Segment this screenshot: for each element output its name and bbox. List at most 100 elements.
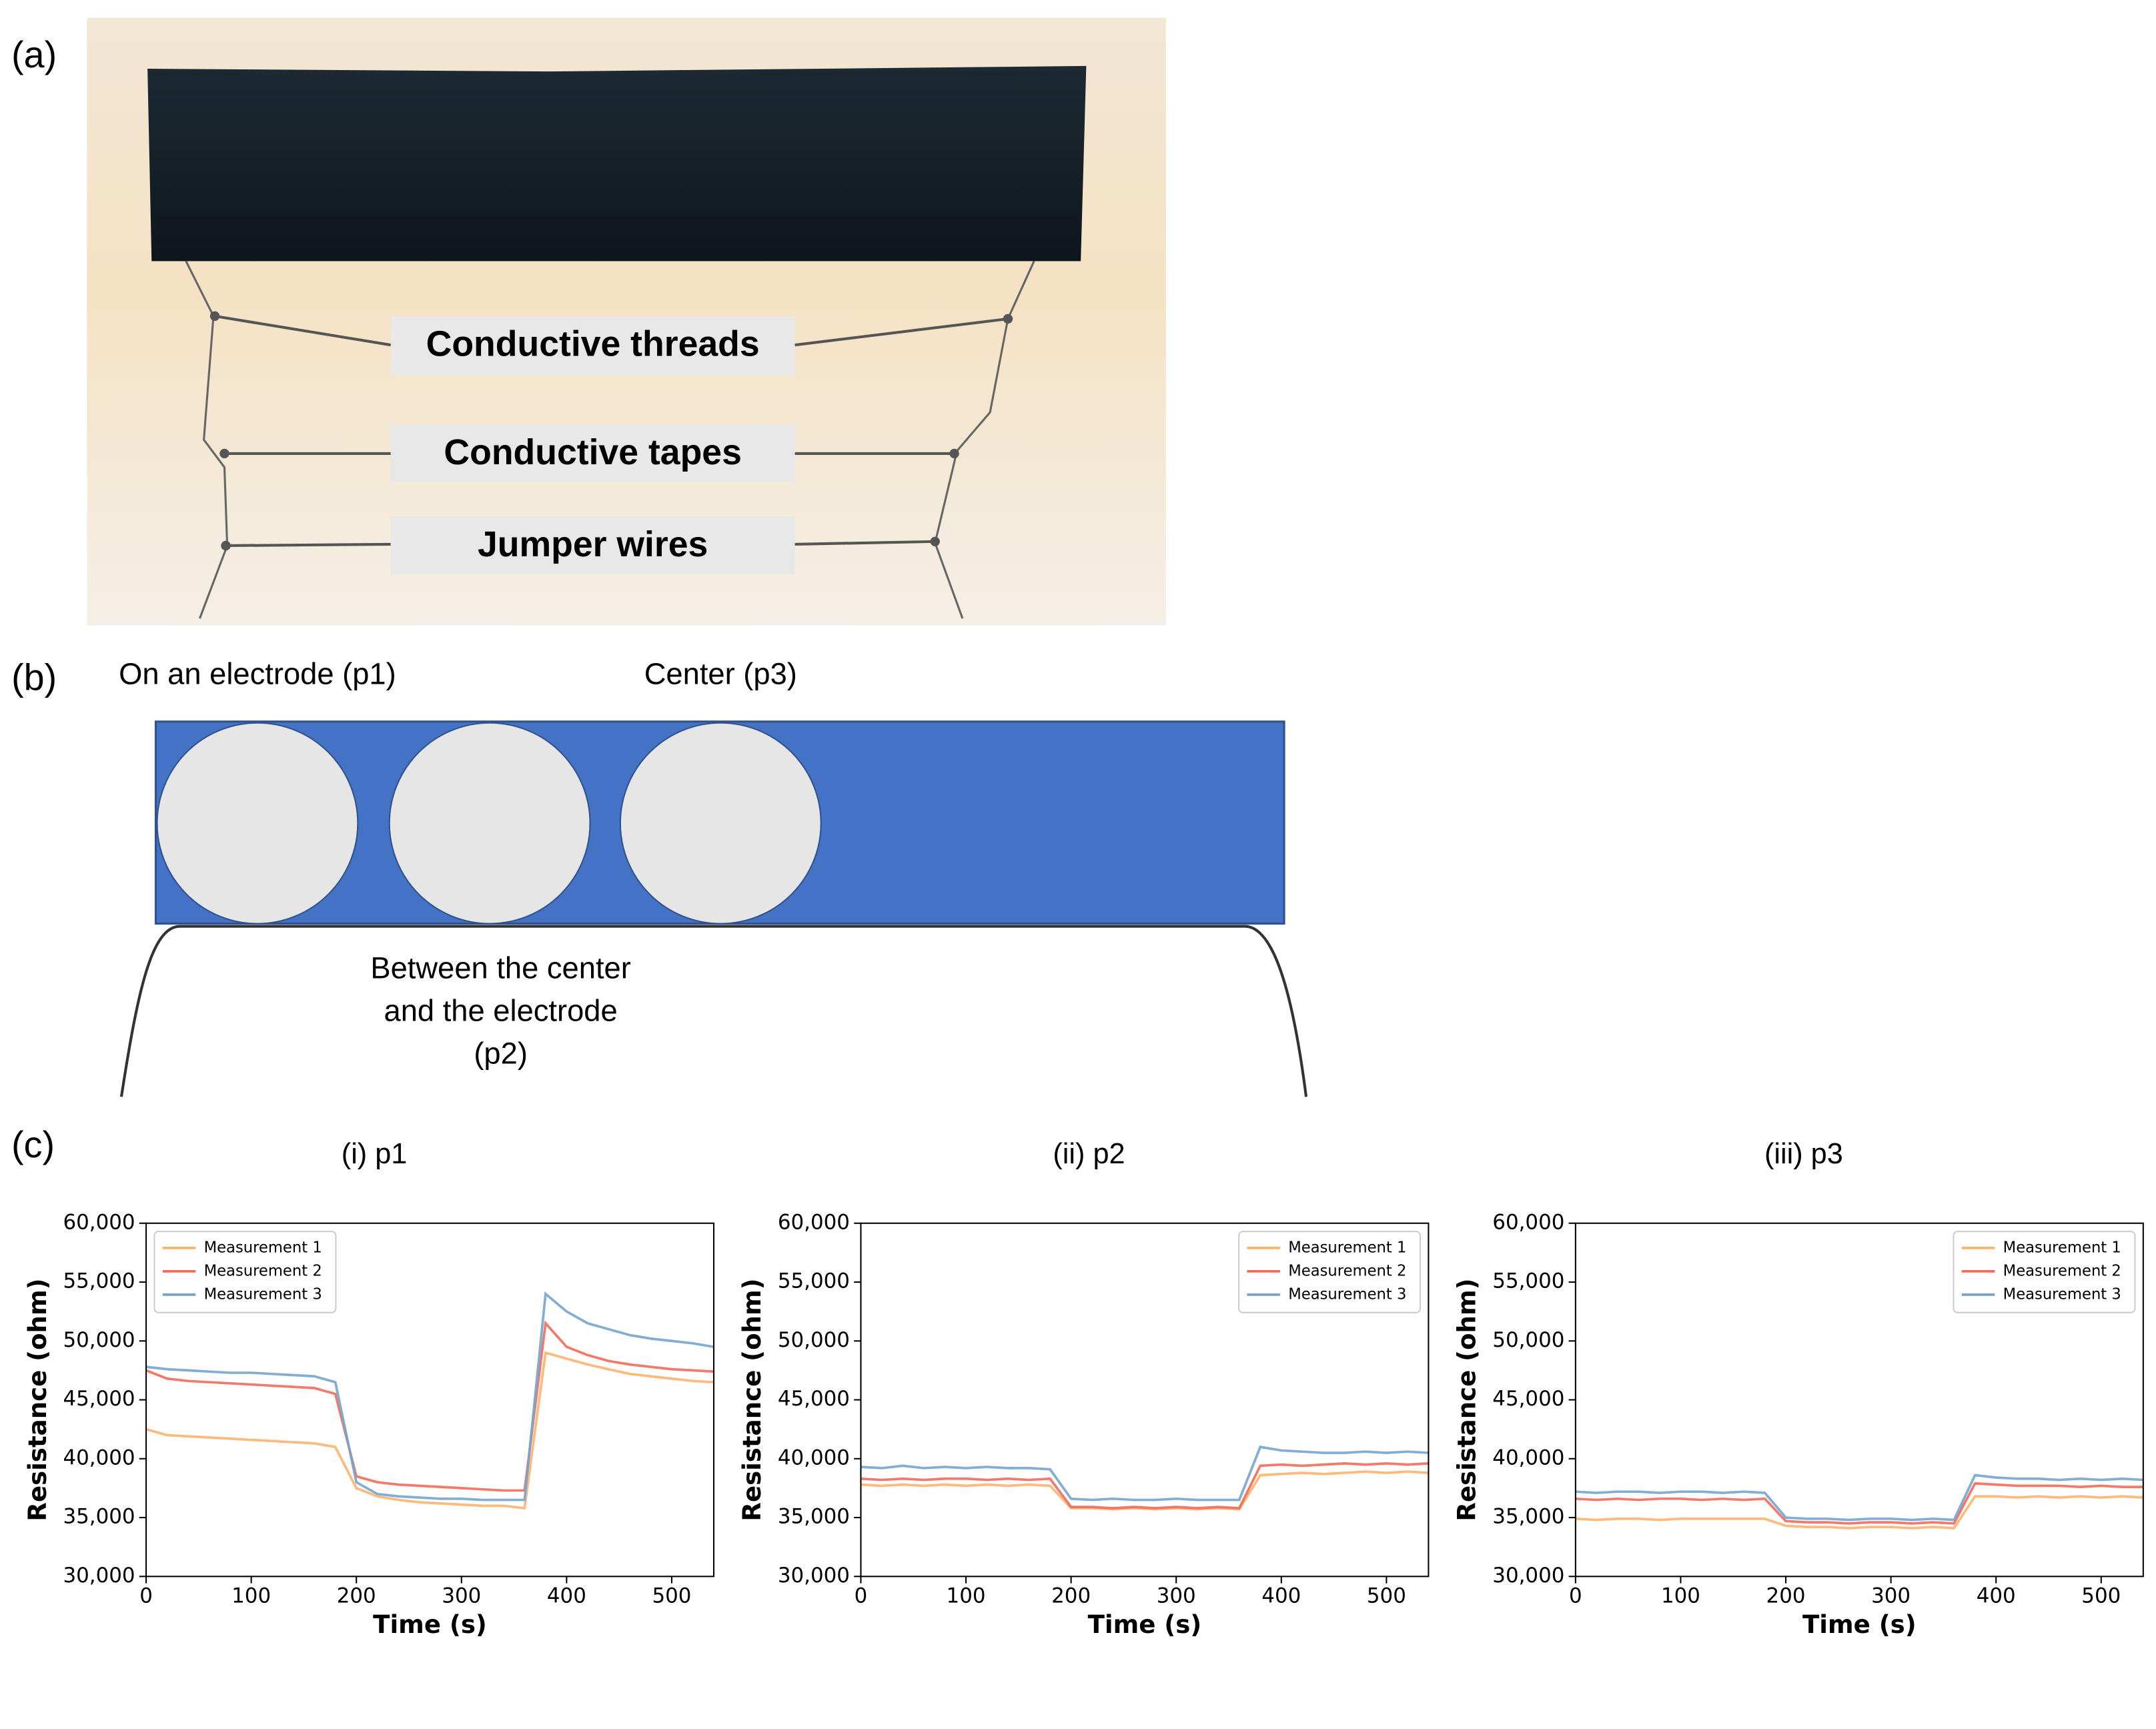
legend-box [1238,1231,1422,1313]
y-tick-label: 50,000 [778,1328,850,1352]
y-tick-label: 35,000 [1492,1505,1564,1529]
photo-label: Conductive tapes [444,433,741,472]
chart: (iii) p3 30,000 35,000 40,000 45,000 50,000 55… [1453,1138,2144,1639]
y-tick-label: 40,000 [1492,1446,1564,1470]
chart-title: (ii) p2 [1053,1138,1125,1170]
y-axis-label: Resistance (ohm) [23,1278,52,1521]
legend-label: Measurement 1 [204,1239,322,1256]
y-tick-label: 60,000 [1492,1210,1564,1234]
x-tick-label: 400 [547,1584,586,1608]
plot-area [1575,1474,2143,1530]
diagram-label: (p2) [474,1036,528,1070]
label-box [390,316,795,376]
label-box [390,424,795,483]
label-box [390,516,795,575]
series-line [861,1446,1429,1502]
photo-label: Conductive threads [426,324,760,364]
y-tick-label: 30,000 [63,1564,135,1588]
chart: (i) p1 30,000 35,000 40,000 45,000 50,000 55,0… [23,1138,715,1639]
series-line [1575,1495,2143,1530]
series-line [146,1320,714,1492]
y-tick-label: 60,000 [778,1210,850,1234]
x-tick-label: 0 [855,1584,868,1608]
x-tick-label: 100 [231,1584,271,1608]
leaders [214,314,1009,548]
series-line [146,1351,714,1510]
y-tick-label: 45,000 [778,1387,850,1411]
y-tick-label: 45,000 [63,1387,135,1411]
x-tick-label: 500 [1367,1584,1406,1608]
threads [185,260,1035,619]
series-line [1575,1474,2143,1522]
y-tick-label: 55,000 [778,1269,850,1293]
y-tick-label: 35,000 [63,1505,135,1529]
legend-label: Measurement 2 [204,1262,322,1279]
legend: Measurement 1 Measurement 2 Measurement 3 [1238,1231,1422,1313]
diagram-label: and the electrode [384,993,618,1027]
legend-label: Measurement 1 [2003,1239,2121,1256]
y-axis-label: Resistance (ohm) [738,1278,766,1521]
legend-label: Measurement 2 [1288,1262,1406,1279]
support-curve [119,925,1308,1097]
x-tick-label: 500 [2081,1584,2121,1608]
plot-area [146,1291,714,1510]
legend-label: Measurement 3 [204,1285,322,1303]
panel-label: (c) [11,1124,55,1165]
x-tick-label: 0 [1569,1584,1582,1608]
x-tick-label: 500 [652,1584,691,1608]
legend-box [153,1231,337,1313]
x-axis-label: Time (s) [1088,1610,1202,1639]
y-tick-label: 35,000 [778,1505,850,1529]
plot-area [861,1446,1429,1511]
legend-box [1953,1231,2136,1313]
x-tick-label: 400 [1977,1584,2016,1608]
series-line [861,1470,1429,1511]
panel-label: (b) [11,657,57,698]
y-tick-label: 55,000 [1492,1269,1564,1293]
series-line [1575,1482,2143,1525]
fabric [147,65,1087,261]
chart: (ii) p2 30,000 35,000 40,000 45,000 50,000 55,… [738,1138,1430,1639]
panel-label: (a) [11,34,57,75]
y-tick-label: 45,000 [1492,1387,1564,1411]
series-line [146,1291,714,1502]
legend-label: Measurement 1 [1288,1239,1406,1256]
chart-title: (i) p1 [342,1138,408,1170]
legend-label: Measurement 2 [2003,1262,2121,1279]
legend: Measurement 1 Measurement 2 Measurement 3 [1953,1231,2136,1313]
y-tick-label: 40,000 [63,1446,135,1470]
positions [156,722,822,925]
y-tick-label: 40,000 [778,1446,850,1470]
series-line [861,1462,1429,1510]
photo-label: Jumper wires [478,525,708,564]
charts: (i) p1 30,000 35,000 40,000 45,000 50,000 55,0… [23,1138,2144,1639]
diagram-label: Center (p3) [644,657,797,691]
leader-dots [209,311,1013,551]
y-tick-label: 50,000 [63,1328,135,1352]
legend-label: Measurement 3 [1288,1285,1406,1303]
legend-label: Measurement 3 [2003,1285,2121,1303]
x-tick-label: 300 [442,1584,481,1608]
chart-title: (iii) p3 [1764,1138,1843,1170]
y-axis-label: Resistance (ohm) [1453,1278,1482,1521]
y-tick-label: 60,000 [63,1210,135,1234]
x-tick-label: 300 [1871,1584,1911,1608]
x-tick-label: 0 [139,1584,153,1608]
y-tick-label: 50,000 [1492,1328,1564,1352]
x-tick-label: 200 [1051,1584,1091,1608]
x-tick-label: 400 [1261,1584,1301,1608]
x-axis-label: Time (s) [1802,1610,1917,1639]
diagram-label: Between the center [370,951,630,985]
x-tick-label: 300 [1157,1584,1196,1608]
x-tick-label: 100 [1661,1584,1700,1608]
legend: Measurement 1 Measurement 2 Measurement 3 [153,1231,337,1313]
x-axis-label: Time (s) [373,1610,487,1639]
x-tick-label: 100 [947,1584,986,1608]
diagram-label: On an electrode (p1) [119,657,396,691]
y-tick-label: 55,000 [63,1269,135,1293]
y-tick-label: 30,000 [778,1564,850,1588]
y-tick-label: 30,000 [1492,1564,1564,1588]
x-tick-label: 200 [337,1584,376,1608]
